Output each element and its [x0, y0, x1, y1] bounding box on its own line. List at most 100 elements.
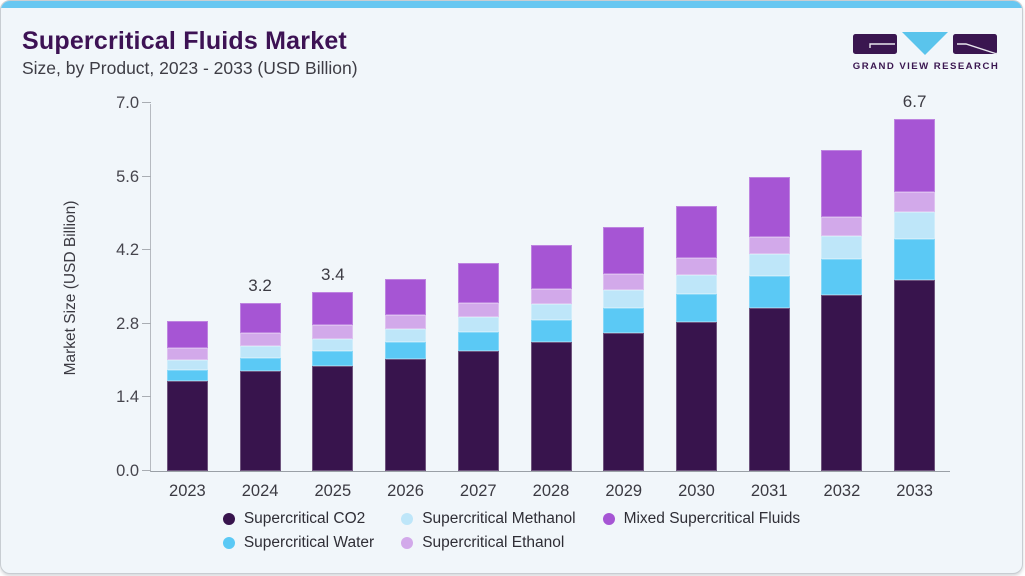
bar-segment	[603, 308, 645, 333]
bar-segment	[385, 328, 427, 343]
legend-dot-icon	[602, 513, 615, 525]
page-subtitle: Size, by Product, 2023 - 2033 (USD Billi…	[22, 58, 358, 78]
bar-column-2030	[675, 205, 717, 471]
bar-column-2026	[385, 279, 427, 471]
bar-segment	[748, 275, 790, 309]
brand-logo: GRAND VIEW RESEARCH	[852, 31, 1000, 78]
y-tick-mark	[142, 396, 151, 398]
bar-segment	[675, 205, 717, 259]
y-tick-label: 1.4	[116, 388, 139, 407]
bar-value-label: 3.4	[320, 265, 345, 285]
legend-item-label: Supercritical CO2	[243, 510, 366, 527]
bar-segment	[239, 371, 281, 471]
bar-segment	[821, 235, 863, 260]
bar-segment	[530, 341, 572, 471]
bar-segment	[239, 357, 281, 372]
bar-column-2032	[821, 150, 863, 471]
bar-segment	[675, 274, 717, 295]
bar-segment	[748, 254, 790, 276]
bar-column-2023	[166, 321, 208, 471]
bar-column-2031	[748, 176, 790, 471]
bar-segment	[603, 332, 645, 471]
bar-segment	[821, 216, 863, 236]
bar-segment	[894, 280, 936, 471]
bar-segment	[312, 338, 354, 352]
bar-segment	[457, 263, 499, 303]
bar-segment	[894, 212, 936, 239]
x-tick-label: 2029	[605, 482, 643, 500]
bar-value-label: 6.7	[902, 91, 927, 111]
bar-segment	[603, 274, 645, 291]
bar-segment	[239, 345, 281, 358]
x-tick-label: 2026	[387, 482, 424, 500]
bar-segment	[748, 176, 790, 237]
bar-segment	[166, 359, 208, 371]
bar-segment	[530, 288, 572, 304]
gvr-logo-r-line	[957, 43, 998, 55]
bar-segment	[457, 351, 499, 471]
page-title: Supercritical Fluids Market	[22, 27, 347, 55]
bar-segment	[166, 321, 208, 349]
legend-item: Mixed Supercritical Fluids	[602, 510, 801, 528]
gvr-logo: GRAND VIEW RESEARCH	[853, 32, 999, 72]
bar-segment	[312, 351, 354, 366]
top-accent-bar	[1, 1, 1022, 8]
y-tick-mark	[142, 249, 151, 251]
legend-item-label: Mixed Supercritical Fluids	[623, 510, 801, 527]
bar-segment	[530, 303, 572, 321]
bar-segment	[748, 236, 790, 255]
brand-logo-text: GRAND VIEW RESEARCH	[853, 61, 999, 72]
legend: Supercritical CO2 Supercritical Methanol M…	[1, 510, 1022, 552]
bar-segment	[457, 316, 499, 333]
y-tick-mark	[142, 322, 151, 324]
x-tick-label: 2028	[532, 482, 570, 500]
legend-item-label: Supercritical Water	[243, 534, 375, 551]
legend-dot-icon	[401, 537, 414, 549]
bar-column-2029	[603, 226, 645, 471]
y-axis-title: Market Size (USD Billion)	[62, 200, 79, 376]
bar-segment	[748, 308, 790, 471]
bar-segment	[239, 302, 281, 334]
bar-segment	[457, 332, 499, 352]
legend-item-label: Supercritical Ethanol	[422, 534, 565, 551]
legend-dot-icon	[222, 513, 235, 525]
bar-segment	[530, 320, 572, 342]
gvr-logo-g-line	[869, 43, 895, 48]
legend-dot-icon	[401, 513, 414, 525]
y-tick-mark	[142, 102, 151, 103]
bar-segment	[385, 314, 427, 329]
plot-area: 0.0 1.4 2.8 4.2 5.6 7.0 2023 3.2 2024 3.4 2025 2026…	[116, 92, 950, 500]
bar-segment	[166, 381, 208, 471]
legend-grid: Supercritical CO2 Supercritical Methanol M…	[222, 510, 801, 552]
bar-segment	[385, 342, 427, 360]
bar-segment	[312, 325, 354, 339]
x-tick-label: 2030	[678, 482, 715, 500]
bar-segment	[603, 226, 645, 275]
bar-segment	[603, 290, 645, 309]
bar-column-2027	[457, 263, 499, 471]
y-tick-label: 2.8	[116, 314, 139, 333]
bar-segment	[894, 118, 936, 193]
x-tick-label: 2033	[896, 482, 933, 500]
legend-item: Supercritical Water	[222, 534, 375, 552]
x-tick-label: 2031	[750, 482, 788, 500]
x-tick-label: 2024	[241, 482, 279, 500]
legend-item-label: Supercritical Methanol	[422, 510, 576, 527]
bar-segment	[675, 294, 717, 323]
bar-segment	[675, 322, 717, 471]
gvr-logo-mark-v	[902, 32, 948, 55]
bar-segment	[166, 370, 208, 382]
y-tick-label: 5.6	[116, 167, 139, 186]
y-tick-mark	[142, 470, 151, 471]
legend-item: Supercritical Methanol	[401, 510, 576, 528]
bar-segment	[457, 302, 499, 317]
y-tick-label: 4.2	[116, 241, 139, 260]
legend-item: Supercritical CO2	[222, 510, 374, 528]
bar-value-label: 3.2	[248, 275, 272, 295]
x-tick-label: 2025	[314, 482, 352, 500]
y-tick-mark	[142, 175, 151, 177]
x-tick-label: 2027	[459, 482, 497, 500]
bar-segment	[239, 333, 281, 346]
x-tick-label: 2023	[169, 482, 206, 500]
